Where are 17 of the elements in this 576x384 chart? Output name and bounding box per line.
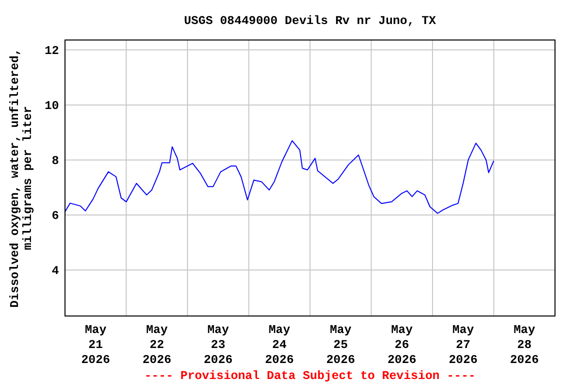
y-tick-label: 4: [52, 264, 59, 278]
y-tick-label: 12: [44, 44, 59, 58]
text: ---- Provisional Data Subject to Revision ----: [144, 369, 476, 383]
x-tick-label: May 22 2026: [142, 323, 172, 367]
x-tick-label: May 23 2026: [204, 323, 233, 367]
y-tick-label: 6: [52, 209, 59, 224]
chart-title: USGS 08449000 Devils Rv nr Juno, TX: [184, 14, 437, 28]
x-tick-label: May 25 2026: [326, 323, 356, 367]
x-tick-label: May 24 2026: [264, 323, 294, 367]
line-series: [64, 140, 494, 214]
x-tick-label: May 28 2026: [510, 323, 539, 367]
y-tick-label: 10: [44, 98, 59, 113]
x-tick-label: May 27 2026: [448, 323, 478, 367]
x-tick-label: May 21 2026: [81, 323, 110, 367]
x-tick-label: May 26 2026: [387, 323, 416, 367]
y-axis-title: Dissolved oxygen, water, unfiltered, milligrams per liter: [8, 48, 35, 308]
y-tick-label: 8: [52, 154, 59, 168]
